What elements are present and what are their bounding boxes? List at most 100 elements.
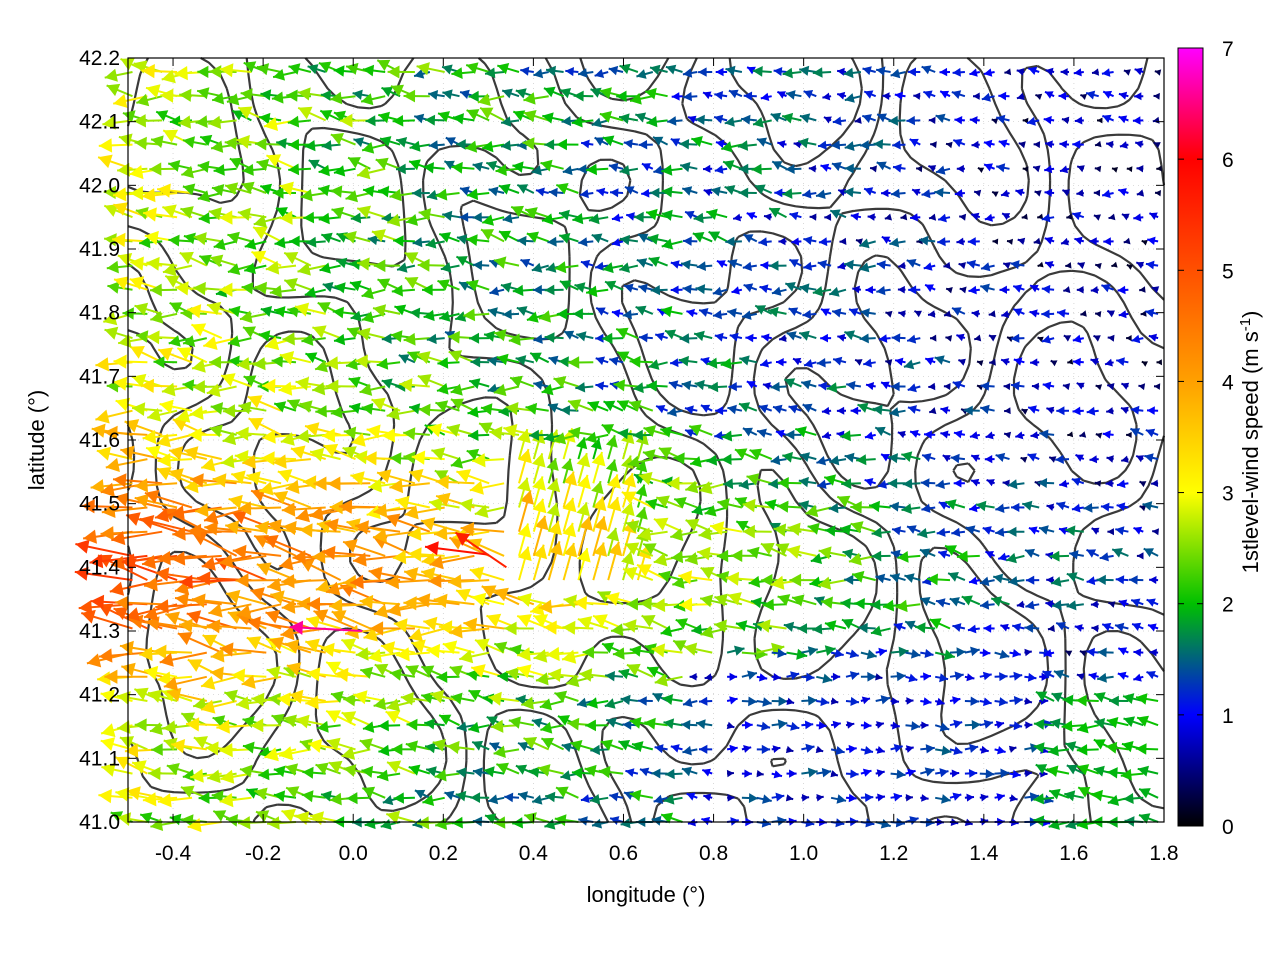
wind-vector <box>332 306 356 319</box>
wind-vector <box>150 310 178 324</box>
wind-vector <box>1066 600 1084 611</box>
wind-vector <box>989 358 996 366</box>
wind-vector <box>876 260 891 270</box>
wind-vector <box>180 712 208 727</box>
wind-vector <box>1115 526 1129 536</box>
wind-vector <box>1017 237 1026 245</box>
wind-vector <box>973 334 982 342</box>
wind-vector <box>414 789 431 799</box>
wind-vector <box>1045 67 1055 76</box>
wind-vector <box>616 90 638 102</box>
wind-vector <box>532 453 546 484</box>
wind-vector <box>1009 696 1023 706</box>
wind-vector <box>500 116 520 127</box>
wind-vector <box>429 554 475 570</box>
wind-vector <box>731 286 743 295</box>
wind-vector <box>844 574 861 585</box>
wind-vector <box>622 472 636 508</box>
wind-vector <box>235 573 282 588</box>
wind-vector <box>809 213 817 221</box>
wind-vector <box>281 502 326 517</box>
wind-vector <box>408 547 445 562</box>
wind-vector <box>741 793 759 803</box>
wind-vector <box>155 110 178 122</box>
wind-vector <box>670 358 683 368</box>
wind-vector <box>1132 116 1144 125</box>
wind-vector <box>975 500 995 512</box>
wind-vector <box>771 673 781 681</box>
wind-vector <box>555 786 579 799</box>
wind-vector <box>894 357 906 366</box>
wind-vector <box>654 673 683 687</box>
wind-vector <box>754 304 773 315</box>
wind-vector <box>1143 547 1159 558</box>
wind-vector <box>505 667 534 681</box>
wind-vector <box>798 330 817 341</box>
wind-vector <box>149 283 178 297</box>
wind-vector <box>762 382 772 390</box>
wind-vector <box>940 406 951 415</box>
wind-vector <box>1000 358 1010 366</box>
wind-vector <box>495 164 520 176</box>
wind-vector <box>265 610 312 630</box>
wind-vector <box>1061 720 1084 732</box>
wind-vector <box>928 407 937 415</box>
wind-vector <box>450 456 475 469</box>
wind-vector <box>746 473 772 486</box>
wind-vector <box>352 552 401 567</box>
wind-vector <box>208 603 252 618</box>
wind-vector <box>577 68 594 78</box>
wind-vector <box>875 746 886 754</box>
wind-vector <box>586 697 609 709</box>
wind-vector <box>1063 334 1072 342</box>
wind-vector <box>1027 66 1040 75</box>
wind-vector <box>778 237 787 246</box>
wind-vector <box>964 769 978 778</box>
wind-vector <box>591 117 609 128</box>
wind-vector <box>956 164 965 173</box>
wind-vector <box>611 213 624 222</box>
wind-vector <box>289 235 311 247</box>
wind-vector <box>559 280 579 291</box>
wind-vector <box>236 603 282 619</box>
wind-vector <box>493 256 520 269</box>
wind-vector <box>556 138 579 151</box>
wind-vector <box>316 720 341 733</box>
wind-vector <box>1037 261 1044 268</box>
wind-vector <box>864 431 876 440</box>
wind-vector <box>832 356 847 366</box>
wind-vector <box>1050 576 1070 587</box>
wind-vector <box>905 794 913 802</box>
wind-vector <box>934 697 945 706</box>
wind-vector <box>949 792 962 801</box>
wind-vector <box>1055 501 1070 511</box>
wind-vector <box>426 333 445 345</box>
wind-vector <box>1025 600 1040 610</box>
wind-vector <box>542 112 564 124</box>
wind-vector <box>508 333 534 346</box>
wind-vector <box>770 112 787 123</box>
wind-vector <box>727 259 743 269</box>
wind-vector <box>907 405 921 414</box>
wind-vector <box>504 621 534 636</box>
wind-vector <box>661 164 683 176</box>
x-tick-label: 1.8 <box>1149 842 1178 865</box>
wind-vector <box>330 185 356 198</box>
wind-vector <box>991 118 999 125</box>
wind-vector <box>898 261 906 270</box>
wind-vector <box>706 357 728 369</box>
wind-vector <box>821 431 832 440</box>
wind-vector <box>1069 550 1084 560</box>
wind-vector <box>438 232 460 243</box>
wind-vector <box>1045 600 1055 608</box>
wind-vector <box>737 140 757 151</box>
wind-vector <box>541 383 564 396</box>
wind-vector <box>548 187 564 198</box>
wind-vector <box>852 285 862 294</box>
wind-vector <box>782 451 802 463</box>
wind-vector <box>203 336 237 350</box>
wind-vector <box>146 330 178 345</box>
wind-vector <box>994 697 1008 707</box>
wind-vector <box>643 425 668 437</box>
wind-vector <box>440 262 460 273</box>
